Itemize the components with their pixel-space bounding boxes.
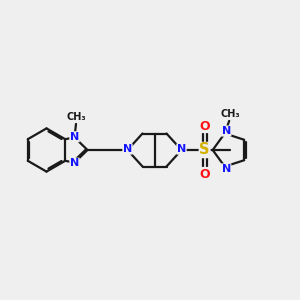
Text: N: N xyxy=(123,144,132,154)
Text: CH₃: CH₃ xyxy=(221,109,241,119)
Text: N: N xyxy=(222,126,231,136)
Text: N: N xyxy=(70,132,79,142)
Text: S: S xyxy=(200,142,210,158)
Text: N: N xyxy=(70,158,79,168)
Text: CH₃: CH₃ xyxy=(66,112,86,122)
Text: N: N xyxy=(222,164,231,174)
Text: O: O xyxy=(199,119,210,133)
Text: O: O xyxy=(199,167,210,181)
Text: N: N xyxy=(177,144,186,154)
